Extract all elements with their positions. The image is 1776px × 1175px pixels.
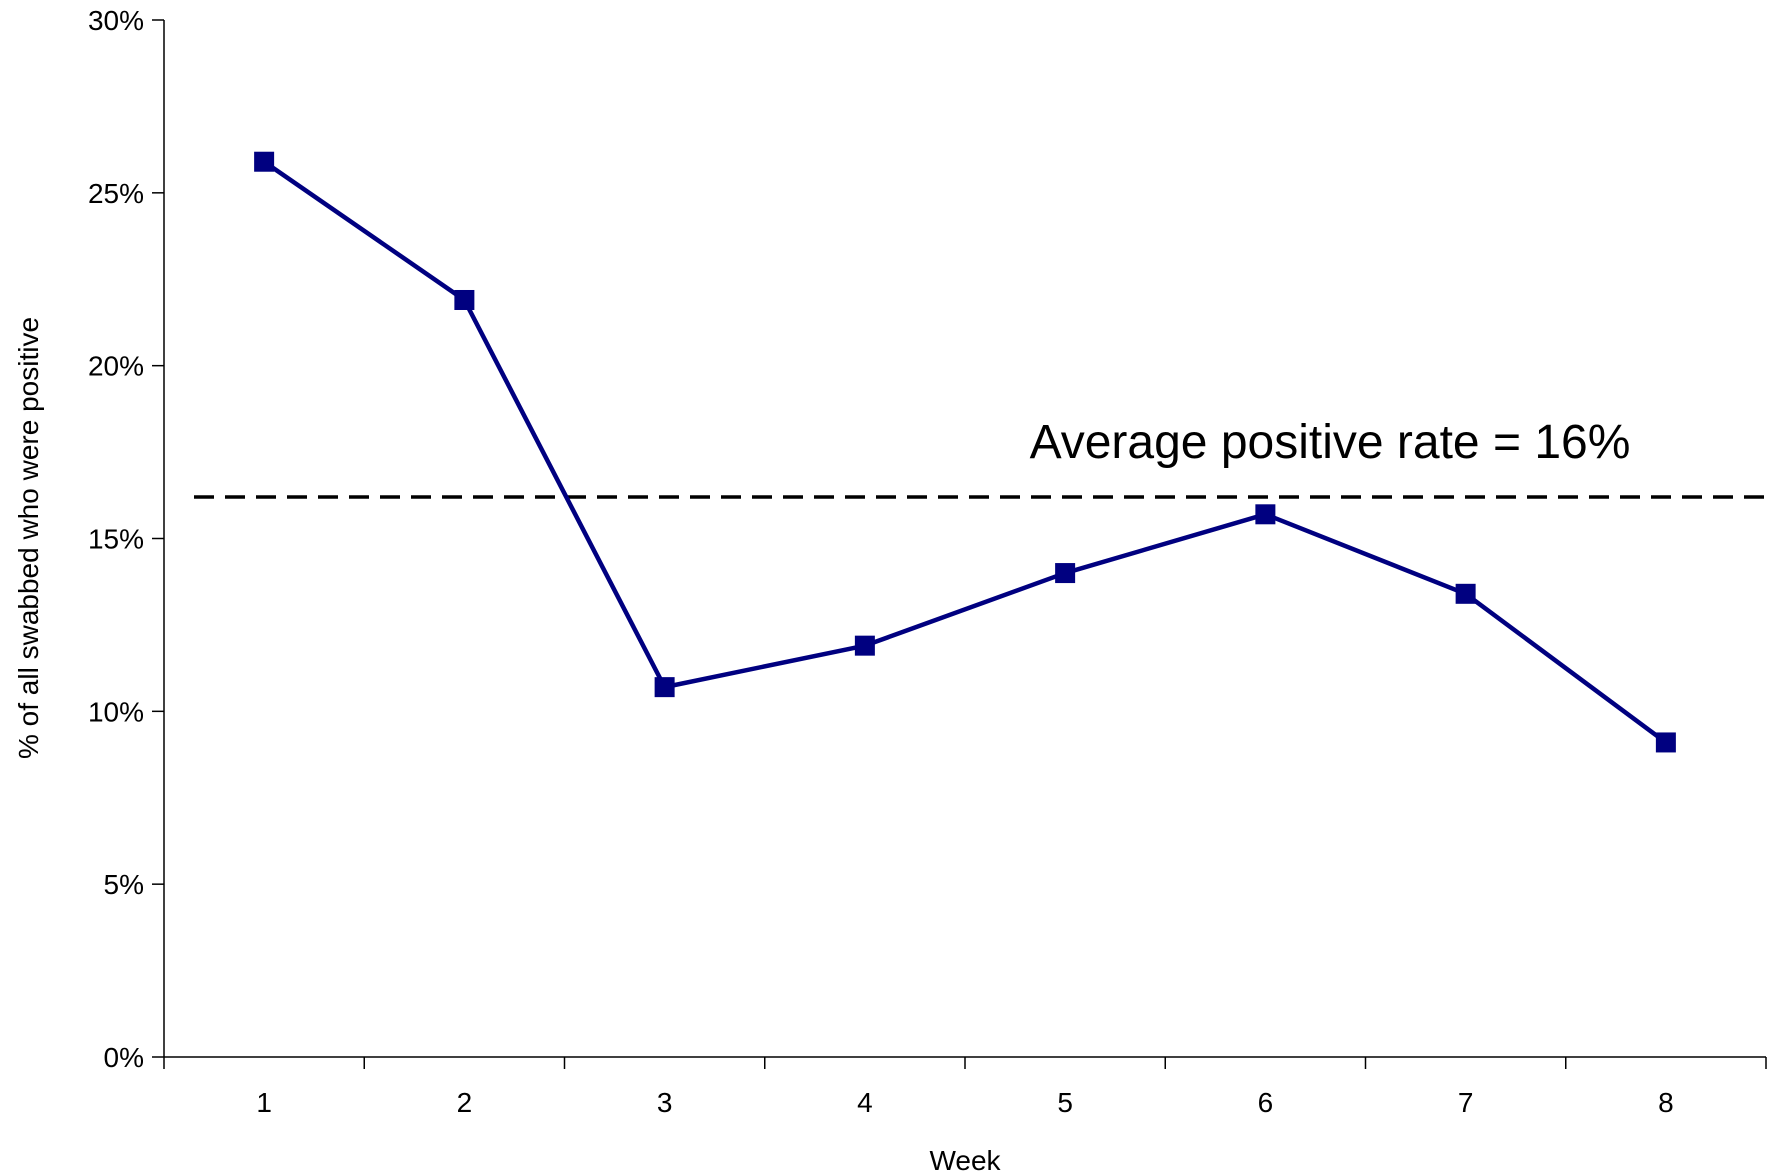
x-axis-label: Week (929, 1145, 1001, 1175)
y-tick-label: 0% (104, 1042, 144, 1073)
x-tick-label: 8 (1658, 1087, 1674, 1118)
series-line (262, 159, 1668, 745)
average-annotation: Average positive rate = 16% (1030, 416, 1631, 469)
x-tick-label: 5 (1057, 1087, 1073, 1118)
x-tick-label: 2 (457, 1087, 473, 1118)
y-tick-label: 10% (88, 696, 144, 727)
x-ticks: 1 2 3 4 5 6 7 8 (163, 1057, 1767, 1118)
y-ticks: 0% 5% 10% 15% 20% 25% 30% (88, 5, 164, 1073)
y-tick-label: 30% (88, 5, 144, 36)
data-point-marker (1455, 583, 1476, 604)
data-point-marker (654, 677, 675, 698)
series-weekly-positive-rate (254, 151, 1676, 753)
y-axis-label: % of all swabbed who were positive (13, 317, 44, 759)
x-tick-label: 3 (657, 1087, 673, 1118)
y-tick-label: 5% (104, 869, 144, 900)
data-point-marker (254, 151, 275, 172)
data-point-marker (1055, 563, 1076, 584)
y-tick-label: 15% (88, 524, 144, 555)
data-point-marker (1255, 504, 1276, 525)
axes (163, 20, 1766, 1058)
x-tick-label: 6 (1258, 1087, 1274, 1118)
data-point-marker (1655, 732, 1676, 753)
x-tick-label: 4 (857, 1087, 873, 1118)
y-tick-label: 25% (88, 178, 144, 209)
data-point-marker (454, 289, 475, 310)
data-point-marker (854, 635, 875, 656)
x-tick-label: 1 (256, 1087, 272, 1118)
y-tick-label: 20% (88, 351, 144, 382)
x-tick-label: 7 (1458, 1087, 1474, 1118)
